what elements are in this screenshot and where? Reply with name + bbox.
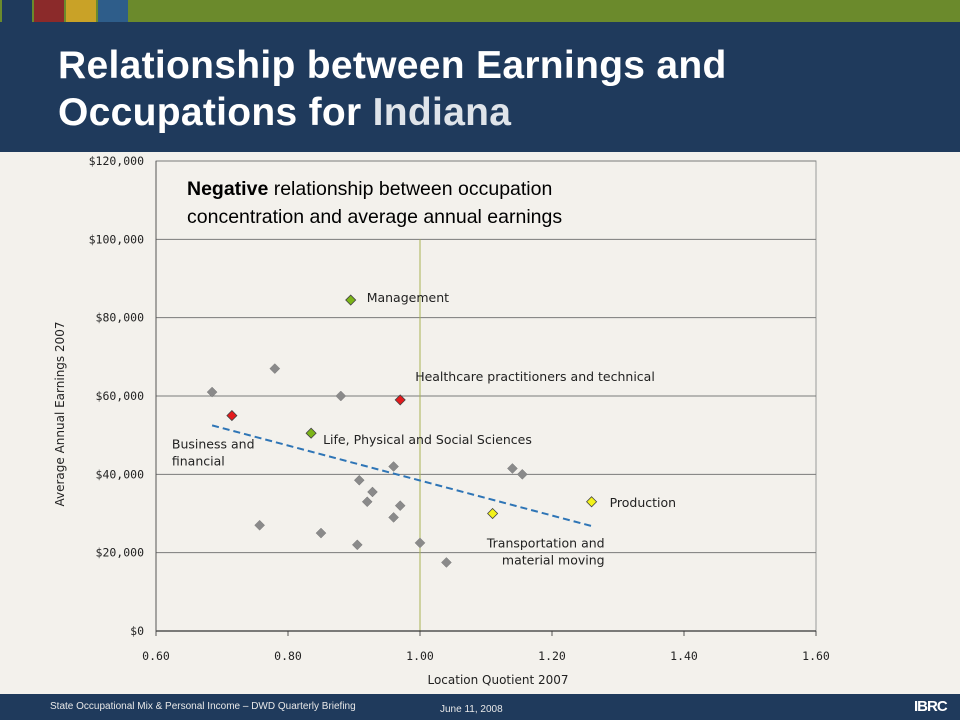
chart-annotation-rest: relationship between occupation xyxy=(268,178,552,200)
scatter-chart: $0 $20,000 $40,000 $60,000 $80,000 $100,000 $1… xyxy=(53,154,830,687)
chart-annotation-line1: Negative relationship between occupation xyxy=(187,178,552,200)
footer-bar: State Occupational Mix & Personal Income… xyxy=(0,694,960,720)
strip-square-2 xyxy=(34,0,64,22)
x-axis-title: Location Quotient 2007 xyxy=(427,673,568,687)
strip-square-3 xyxy=(66,0,96,22)
top-color-strip xyxy=(0,0,960,22)
x-tick-label: 0.80 xyxy=(274,649,302,663)
footer-date: June 11, 2008 xyxy=(440,704,503,715)
data-point xyxy=(388,512,399,523)
slide-title-main: Relationship between Earnings and Occupa… xyxy=(58,44,727,134)
x-tick-label: 1.00 xyxy=(406,649,434,663)
data-point xyxy=(335,390,347,402)
y-tick-label: $60,000 xyxy=(96,389,145,403)
point-label: Management xyxy=(367,290,449,305)
y-tick-label: $100,000 xyxy=(89,232,144,246)
data-point xyxy=(353,474,365,486)
data-point xyxy=(305,427,317,439)
x-tick-label: 0.60 xyxy=(142,649,170,663)
x-tick-label: 1.60 xyxy=(802,649,830,663)
y-tick-label: $120,000 xyxy=(89,154,144,168)
y-tick-label: $20,000 xyxy=(96,546,145,560)
slide-title: Relationship between Earnings and Occupa… xyxy=(58,42,938,136)
point-label: material moving xyxy=(502,553,605,568)
data-point xyxy=(345,294,357,306)
data-point xyxy=(226,410,238,422)
data-point xyxy=(361,496,373,508)
data-point xyxy=(441,557,452,568)
data-point xyxy=(388,461,399,472)
point-label: Healthcare practitioners and technical xyxy=(415,369,655,384)
data-point xyxy=(367,486,378,498)
data-point xyxy=(206,386,218,398)
y-tick-label: $0 xyxy=(130,624,144,638)
data-point xyxy=(586,496,598,508)
point-label: financial xyxy=(172,454,225,469)
data-point xyxy=(315,527,327,539)
point-label: Transportation and xyxy=(486,536,605,551)
strip-square-1 xyxy=(2,0,32,22)
data-point xyxy=(394,394,406,406)
chart-annotation-line2: concentration and average annual earning… xyxy=(187,206,562,228)
slide-title-highlight: Indiana xyxy=(372,91,512,134)
title-banner xyxy=(0,22,960,152)
data-point xyxy=(254,519,265,531)
y-tick-label: $80,000 xyxy=(96,311,145,325)
chart-annotation-bold: Negative xyxy=(187,178,268,200)
y-tick-label: $40,000 xyxy=(96,467,145,481)
point-label: Production xyxy=(610,495,677,510)
data-point xyxy=(394,500,406,512)
data-point xyxy=(414,537,426,549)
x-tick-label: 1.40 xyxy=(670,649,698,663)
data-point xyxy=(507,463,518,474)
data-point xyxy=(487,507,499,520)
point-label: Business and xyxy=(172,437,255,452)
ibrc-logo: IBRC xyxy=(914,698,948,715)
footer-title: State Occupational Mix & Personal Income… xyxy=(50,701,356,712)
y-axis-title: Average Annual Earnings 2007 xyxy=(53,321,67,506)
data-point xyxy=(351,539,363,551)
strip-square-4 xyxy=(98,0,128,22)
point-label: Life, Physical and Social Sciences xyxy=(323,432,532,447)
data-point xyxy=(269,363,281,374)
data-point xyxy=(516,468,528,480)
x-tick-label: 1.20 xyxy=(538,649,566,663)
